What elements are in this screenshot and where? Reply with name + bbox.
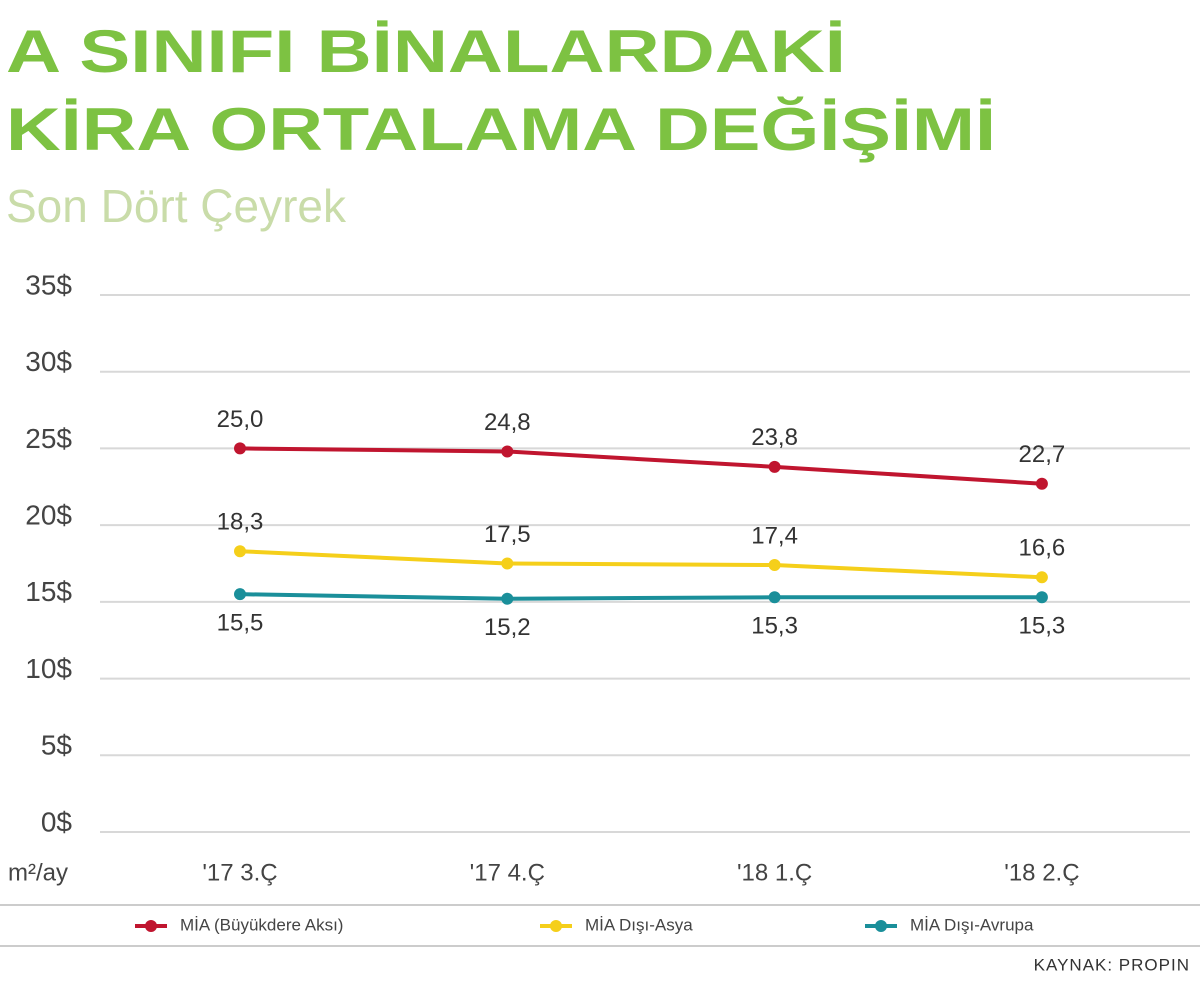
y-tick-label: 5$: [41, 730, 73, 761]
source: KAYNAK: PROPIN: [1034, 955, 1190, 974]
value-label: 18,3: [217, 509, 264, 536]
value-label: 23,8: [751, 424, 798, 451]
x-tick-label: '17 3.Ç: [202, 859, 277, 886]
value-label: 16,6: [1019, 535, 1066, 562]
value-label: 15,3: [751, 613, 798, 640]
value-label: 15,2: [484, 614, 531, 641]
data-point: [768, 591, 781, 604]
y-tick-label: 30$: [25, 346, 72, 377]
y-tick-label: 10$: [25, 653, 72, 684]
value-label: 25,0: [217, 406, 264, 433]
y-tick-label: 0$: [41, 806, 73, 837]
x-tick-label: '18 2.Ç: [1004, 859, 1079, 886]
value-label: 15,3: [1019, 613, 1066, 640]
legend-swatch: [550, 920, 562, 932]
data-point: [768, 460, 781, 473]
data-point: [234, 588, 246, 601]
value-label: 22,7: [1019, 441, 1066, 468]
data-point: [1035, 477, 1048, 490]
value-label: 17,4: [751, 522, 798, 549]
legend-label: MİA Dışı-Avrupa: [910, 915, 1034, 934]
legend-label: MİA (Büyükdere Aksı): [180, 915, 343, 934]
data-point: [501, 445, 514, 458]
y-tick-label: 25$: [25, 423, 72, 454]
legend-swatch: [145, 920, 157, 932]
x-tick-label: '17 4.Ç: [470, 859, 545, 886]
legend-label: MİA Dışı-Asya: [585, 915, 693, 934]
unit-label: m²/ay: [8, 859, 68, 886]
data-point: [234, 545, 246, 558]
chart-title: A SINIFI BİNALARDAKİ: [6, 18, 846, 85]
data-point: [234, 442, 246, 455]
legend-swatch: [875, 920, 887, 932]
data-point: [501, 592, 514, 605]
y-tick-label: 35$: [25, 269, 72, 300]
value-label: 17,5: [484, 521, 531, 548]
value-label: 15,5: [217, 610, 264, 637]
series-line: [239, 592, 1042, 601]
y-tick-label: 15$: [25, 576, 72, 607]
data-point: [501, 557, 514, 570]
chart-subtitle: Son Dört Çeyrek: [6, 180, 347, 232]
data-point: [1035, 571, 1048, 584]
series-line: [239, 446, 1043, 486]
data-point: [768, 559, 781, 572]
value-label: 24,8: [484, 409, 531, 436]
series-line: [239, 549, 1042, 580]
y-tick-label: 20$: [25, 500, 72, 531]
x-tick-label: '18 1.Ç: [737, 859, 812, 886]
data-point: [1035, 591, 1048, 604]
chart-title: KİRA ORTALAMA DEĞİŞİMİ: [6, 96, 996, 163]
